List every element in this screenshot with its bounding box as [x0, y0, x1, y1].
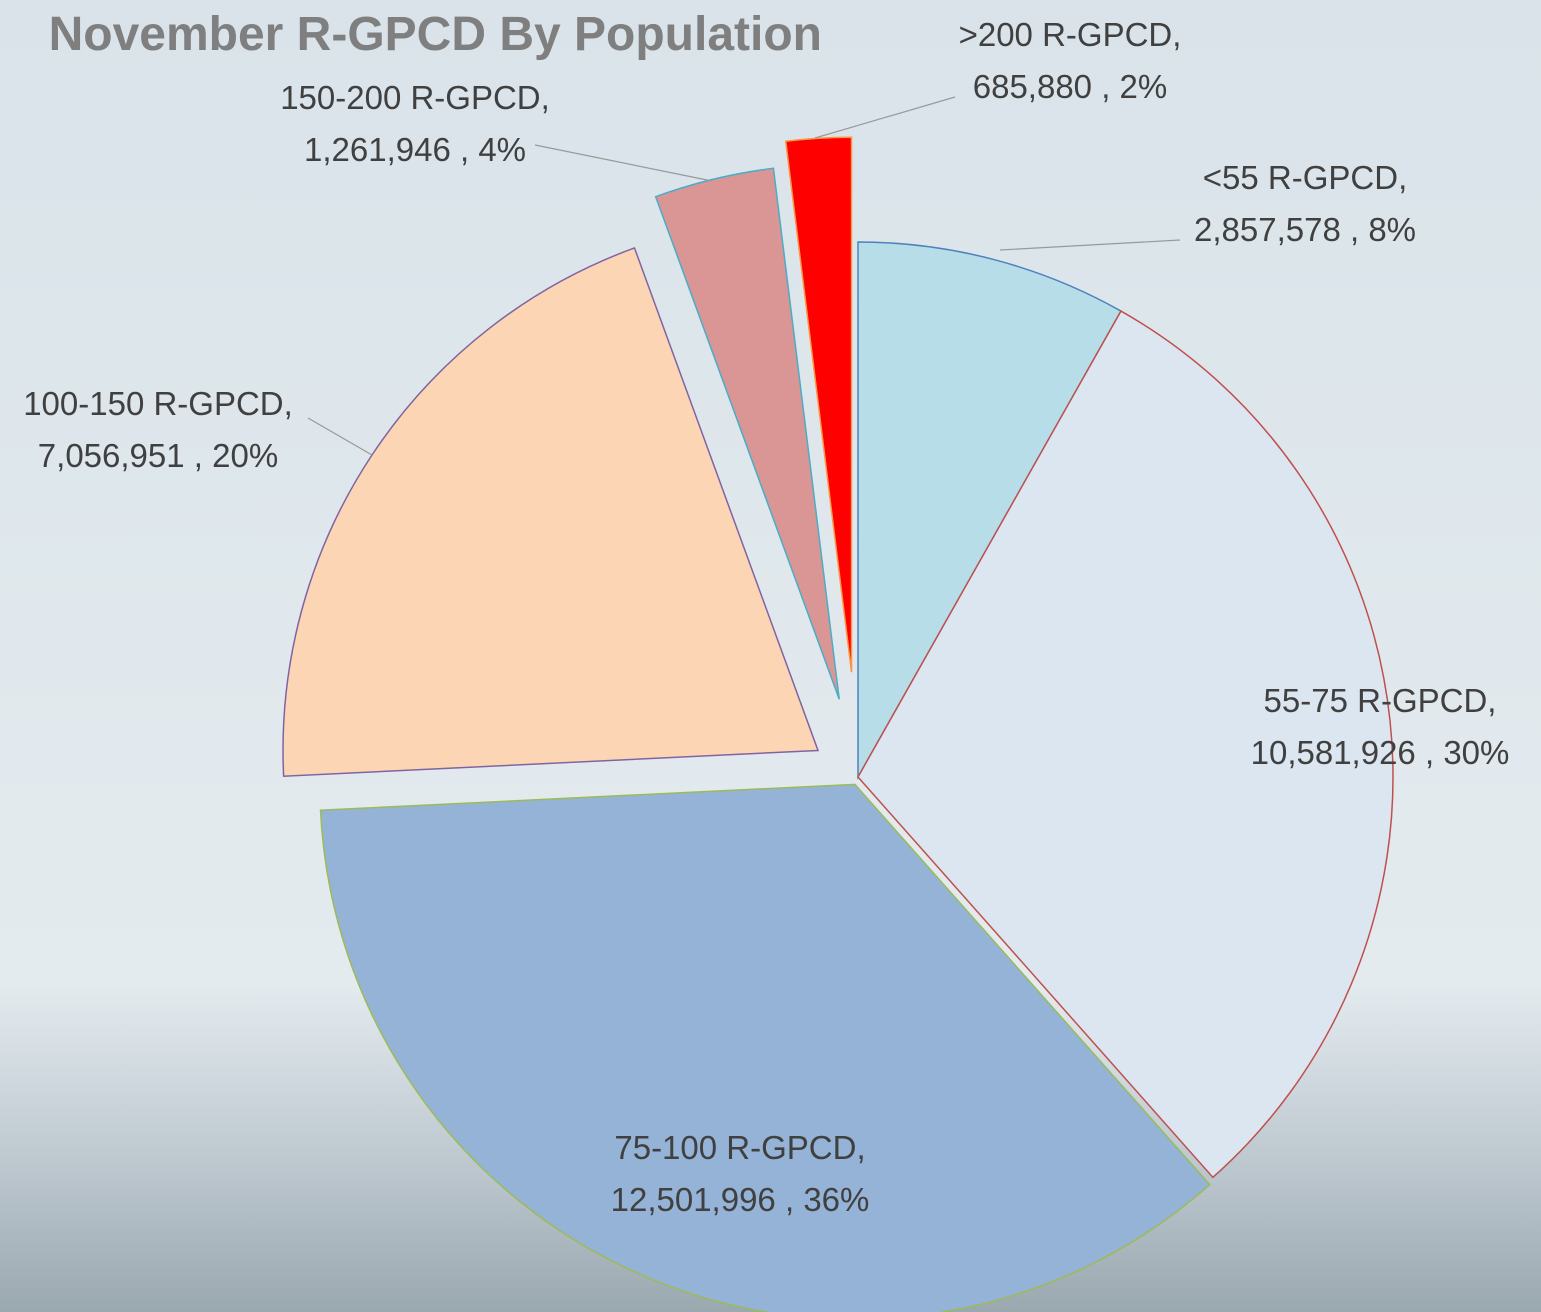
value-label: 7,056,951	[38, 437, 185, 474]
separator: ,	[1172, 16, 1181, 53]
chart-title: November R-GPCD By Population	[49, 8, 822, 61]
value-label: 1,261,946	[304, 131, 451, 168]
separator: ,	[1398, 159, 1407, 196]
value-label: 12,501,996	[611, 1181, 776, 1218]
category-label: <55 R-GPCD	[1203, 159, 1398, 196]
separator: ,	[284, 385, 293, 422]
percent-label: 30%	[1443, 734, 1509, 771]
separator: ,	[1341, 211, 1369, 248]
category-label: 75-100 R-GPCD	[614, 1129, 856, 1166]
separator: ,	[856, 1129, 865, 1166]
chart: <55 R-GPCD,2,857,578 , 8%55-75 R-GPCD,10…	[0, 0, 1541, 1312]
category-label: >200 R-GPCD	[959, 16, 1173, 53]
percent-label: 8%	[1368, 211, 1416, 248]
category-label: 150-200 R-GPCD	[280, 79, 540, 116]
separator: ,	[776, 1181, 804, 1218]
page: {"chart_data": { "type": "pie", "title":…	[0, 0, 1541, 1312]
category-label: 100-150 R-GPCD	[23, 385, 283, 422]
value-label: 10,581,926	[1251, 734, 1416, 771]
percent-label: 2%	[1120, 68, 1168, 105]
separator: ,	[1092, 68, 1120, 105]
percent-label: 36%	[803, 1181, 869, 1218]
separator: ,	[451, 131, 479, 168]
percent-label: 4%	[478, 131, 526, 168]
value-label: 2,857,578	[1194, 211, 1341, 248]
separator: ,	[1416, 734, 1444, 771]
separator: ,	[1487, 682, 1496, 719]
value-label: 685,880	[973, 68, 1092, 105]
percent-label: 20%	[212, 437, 278, 474]
category-label: 55-75 R-GPCD	[1264, 682, 1488, 719]
separator: ,	[185, 437, 213, 474]
separator: ,	[541, 79, 550, 116]
